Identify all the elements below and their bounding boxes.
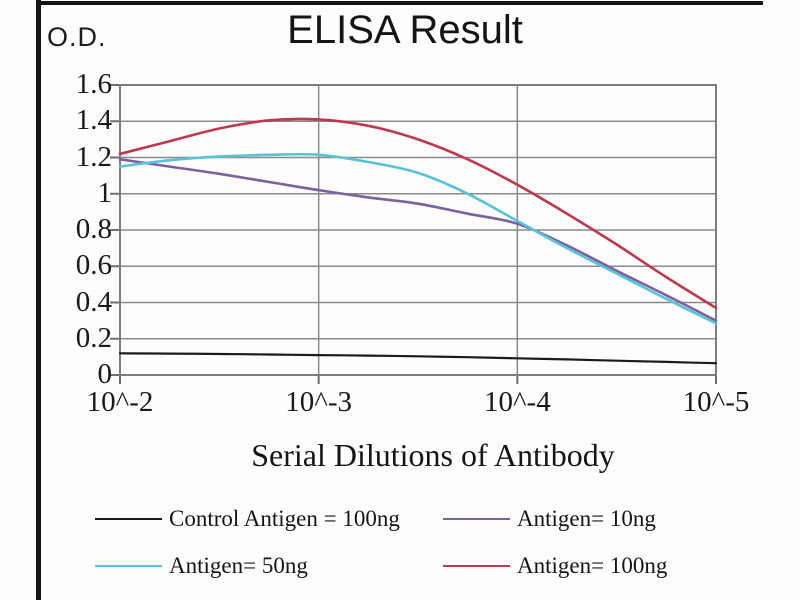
y-axis-unit-label: O.D.	[47, 22, 107, 52]
x-tick-label: 10^-5	[682, 386, 750, 418]
x-axis-title: Serial Dilutions of Antibody	[251, 437, 615, 473]
y-tick-label: 1.6	[75, 68, 112, 100]
legend-label: Antigen= 10ng	[517, 505, 656, 531]
series-line-1	[118, 158, 718, 322]
y-tick-label: 0.6	[75, 249, 112, 282]
series-line-2	[118, 152, 718, 325]
legend-item-antigen-10ng: Antigen= 10ng	[443, 505, 656, 532]
legend-item-antigen-100ng: Antigen= 100ng	[443, 552, 667, 579]
x-tick-label: 10^-3	[285, 386, 353, 418]
legend-label: Control Antigen = 100ng	[169, 505, 400, 531]
x-tick-label: 10^-2	[86, 386, 154, 418]
legend-item-antigen-50ng: Antigen= 50ng	[95, 552, 308, 579]
legend-line-cyan	[95, 564, 162, 567]
photo-border-left	[36, 0, 41, 600]
y-tick-label: 1	[97, 176, 113, 209]
y-tick-label: 0.8	[75, 213, 112, 245]
legend-label: Antigen= 100ng	[517, 552, 668, 578]
series-line-3	[118, 117, 718, 310]
y-tick-label: 0.4	[75, 285, 112, 318]
y-tick-label: 0	[97, 358, 113, 390]
series-line-0	[118, 352, 718, 365]
y-tick-label: 0.2	[75, 321, 112, 354]
legend-line-black	[95, 517, 162, 520]
x-tick-label: 10^-4	[483, 386, 551, 418]
y-tick-label: 1.4	[75, 104, 112, 137]
photo-border-top	[36, 1, 763, 5]
legend-line-red	[443, 564, 510, 567]
legend-line-purple	[443, 517, 510, 520]
legend-label: Antigen= 50ng	[169, 552, 308, 578]
legend-item-control-antigen-100ng: Control Antigen = 100ng	[95, 505, 400, 532]
chart-title: ELISA Result	[287, 8, 523, 52]
y-tick-label: 1.2	[75, 140, 112, 173]
